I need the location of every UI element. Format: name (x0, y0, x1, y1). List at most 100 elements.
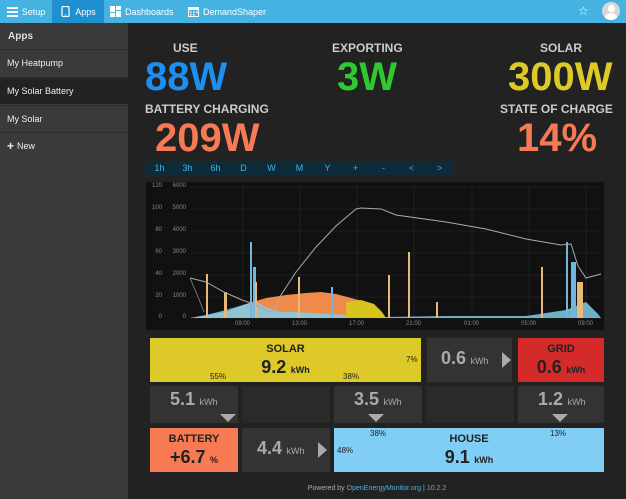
chart-grid (190, 186, 601, 319)
y-right-tick: 5000 (172, 205, 186, 211)
battery-to-house-amount: 4.4 kWh (257, 438, 304, 459)
use-value: 88W (145, 55, 228, 99)
export-flow-unit: kWh (470, 356, 489, 366)
sidebar-item-my-solar-battery[interactable]: My Solar Battery (0, 77, 128, 104)
battery-flow-label: BATTERY (168, 433, 220, 445)
arrow-right-icon (502, 352, 511, 368)
house-from-grid-pct: 13% (550, 429, 567, 438)
solar-flow-value: 9.2 (261, 357, 287, 377)
arrow-right-icon (318, 442, 327, 458)
nav-demandshaper[interactable]: DemandShaper (188, 0, 278, 23)
y-right-axis: 6000 5000 4000 3000 2000 1000 0 (164, 182, 186, 330)
solar-to-battery-unit: kWh (199, 397, 218, 407)
solar-to-house-pct: 38% (343, 372, 360, 381)
house-flow-amount: 9.1 kWh (334, 447, 604, 468)
empty-cell (426, 386, 514, 423)
grid-flow-unit: kWh (566, 365, 586, 375)
footer-powered-text: Powered by (307, 485, 345, 492)
time-year-button[interactable]: Y (314, 161, 341, 175)
solar-to-house-value: 3.5 (354, 389, 380, 409)
y-left-tick: 20 (155, 293, 162, 299)
use-label: USE (173, 41, 198, 55)
nav-apps[interactable]: Apps (52, 0, 104, 23)
time-week-button[interactable]: W (258, 161, 285, 175)
pan-right-button[interactable]: > (426, 161, 453, 175)
avatar[interactable] (602, 2, 620, 20)
sidebar-item-my-solar[interactable]: My Solar (0, 105, 128, 132)
grid-to-house-box: 1.2 kWh (518, 386, 604, 423)
y-left-tick: 120 (151, 183, 162, 189)
battery-flow-value: +6.7 (169, 447, 206, 467)
time-month-button[interactable]: M (286, 161, 313, 175)
y-right-tick: 0 (182, 314, 186, 320)
nav-dashboards[interactable]: Dashboards (110, 0, 180, 23)
footer-link[interactable]: OpenEnergyMonitor.org (346, 485, 421, 492)
battery-to-house-unit: kWh (286, 446, 305, 456)
x-axis: 09:00 13:00 17:00 21:00 01:00 05:00 09:0… (146, 321, 604, 330)
footer: Powered by OpenEnergyMonitor.org | 10.2.… (128, 478, 626, 499)
solar-to-house-box: 3.5 kWh (334, 386, 422, 423)
export-flow-value: 0.6 (441, 348, 467, 368)
y-left-tick: 60 (155, 249, 162, 255)
house-from-solar-pct: 38% (370, 429, 387, 438)
solar-direct-series (346, 300, 386, 318)
grid-flow-label: GRID (547, 343, 575, 355)
plus-icon: + (7, 139, 15, 153)
sidebar-item-label: New (17, 141, 36, 151)
solar-to-house-unit: kWh (383, 397, 402, 407)
house-flow-unit: kWh (474, 455, 494, 465)
time-3h-button[interactable]: 3h (174, 161, 201, 175)
sidebar-item-new[interactable]: + New (0, 132, 128, 159)
export-flow-box: 0.6 kWh (427, 338, 512, 382)
zoom-out-button[interactable]: - (370, 161, 397, 175)
zoom-in-button[interactable]: + (342, 161, 369, 175)
battery-flow-amount: +6.7 % (150, 447, 238, 468)
y-right-tick: 3000 (172, 249, 186, 255)
sidebar-item-label: My Heatpump (7, 58, 64, 68)
arrow-down-icon (220, 414, 236, 422)
export-flow-amount: 0.6 kWh (441, 348, 488, 369)
x-tick: 13:00 (292, 321, 308, 327)
power-chart[interactable]: 120 100 80 60 40 20 0 6000 5000 4000 300… (146, 182, 604, 330)
state-of-charge-series (189, 207, 602, 314)
sidebar-heading: Apps (8, 31, 33, 42)
y-left-tick: 100 (151, 205, 162, 211)
solar-flow-label: SOLAR (266, 343, 305, 355)
battery-charging-label: BATTERY CHARGING (145, 102, 269, 116)
house-flow-box: HOUSE 9.1 kWh 38% 13% 48% (334, 428, 604, 472)
y-right-tick: 4000 (172, 227, 186, 233)
state-of-charge-value: 14% (517, 116, 598, 160)
house-flow-value: 9.1 (444, 447, 470, 467)
dashboard-icon (110, 6, 121, 17)
grid-flow-amount: 0.6 kWh (518, 357, 604, 378)
grid-to-house-value: 1.2 (538, 389, 564, 409)
sidebar-item-label: My Solar Battery (7, 86, 74, 96)
y-right-tick: 6000 (172, 183, 186, 189)
x-tick: 09:00 (578, 321, 594, 327)
footer-separator: | (423, 485, 425, 492)
y-left-tick: 40 (155, 271, 162, 277)
time-1h-button[interactable]: 1h (146, 161, 173, 175)
battery-flow-box: BATTERY +6.7 % (150, 428, 238, 472)
chart-canvas (189, 186, 602, 319)
star-icon[interactable]: ☆ (578, 4, 589, 18)
sidebar-item-my-heatpump[interactable]: My Heatpump (0, 49, 128, 76)
x-tick: 01:00 (464, 321, 480, 327)
solar-value: 300W (508, 55, 613, 99)
y-right-tick: 2000 (172, 271, 186, 277)
battery-to-house-box: 4.4 kWh (242, 428, 330, 472)
time-6h-button[interactable]: 6h (202, 161, 229, 175)
solar-flow-amount: 9.2 kWh (150, 357, 421, 378)
pan-left-button[interactable]: < (398, 161, 425, 175)
house-from-battery-pct: 48% (337, 446, 354, 455)
nav-setup-label: Setup (21, 6, 46, 17)
top-navbar: Setup Apps Dashboards DemandShaper ☆ (0, 0, 626, 23)
nav-setup[interactable]: Setup (0, 0, 52, 23)
menu-icon (6, 7, 18, 17)
solar-flow-box: SOLAR 9.2 kWh 55% 38% 7% (150, 338, 421, 382)
time-day-button[interactable]: D (230, 161, 257, 175)
arrow-down-icon (368, 414, 384, 422)
grid-flow-value: 0.6 (536, 357, 562, 377)
calendar-icon (188, 7, 199, 17)
battery-flow-unit: % (209, 455, 218, 465)
